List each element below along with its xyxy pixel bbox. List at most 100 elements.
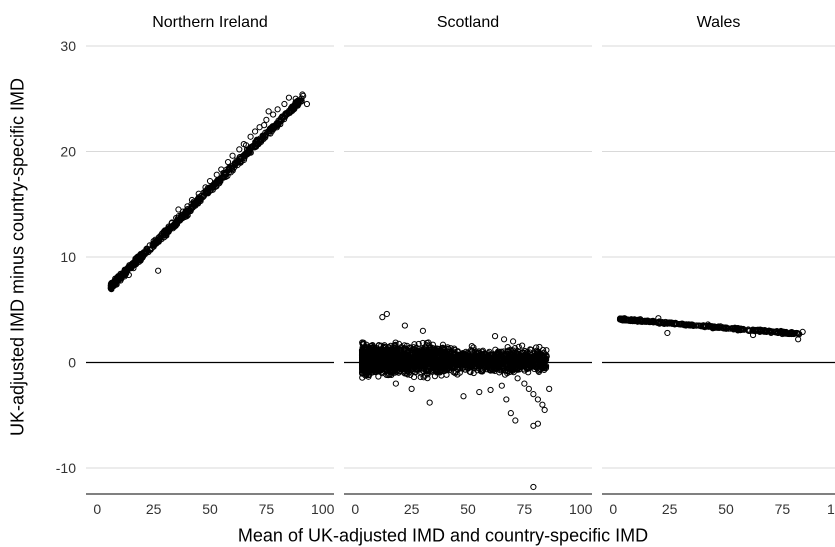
data-point bbox=[443, 371, 450, 378]
data-point bbox=[473, 361, 480, 368]
data-point bbox=[155, 267, 162, 274]
facet-title: Northern Ireland bbox=[152, 14, 268, 31]
data-point bbox=[684, 321, 691, 328]
data-point bbox=[500, 336, 508, 343]
x-tick-label: 0 bbox=[351, 501, 359, 517]
data-point bbox=[464, 354, 472, 361]
data-point bbox=[224, 158, 232, 166]
data-point bbox=[426, 399, 433, 406]
data-point bbox=[423, 351, 430, 358]
data-point bbox=[455, 357, 462, 364]
data-point bbox=[231, 160, 238, 167]
data-point bbox=[206, 177, 214, 185]
data-point bbox=[498, 355, 506, 362]
data-point bbox=[211, 182, 218, 189]
data-point bbox=[412, 369, 419, 376]
data-point bbox=[791, 330, 799, 337]
data-point bbox=[666, 320, 673, 327]
data-point bbox=[392, 369, 399, 376]
point-cloud bbox=[107, 91, 311, 293]
data-point bbox=[413, 363, 420, 370]
x-tick-label: 75 bbox=[259, 501, 275, 517]
data-point bbox=[628, 316, 635, 323]
data-point bbox=[285, 94, 293, 101]
y-tick-label: 0 bbox=[68, 355, 76, 371]
data-point bbox=[259, 132, 267, 140]
data-point bbox=[172, 221, 179, 228]
data-point bbox=[161, 227, 169, 234]
data-point bbox=[525, 385, 532, 392]
x-tick-label: 25 bbox=[404, 501, 420, 517]
data-point bbox=[157, 232, 164, 239]
data-point bbox=[195, 190, 202, 197]
data-point bbox=[476, 388, 483, 396]
data-point bbox=[379, 314, 386, 321]
data-point bbox=[533, 344, 540, 351]
data-point bbox=[254, 137, 261, 145]
data-point bbox=[413, 355, 420, 362]
data-point bbox=[303, 100, 311, 108]
data-point bbox=[168, 220, 175, 227]
x-tick-label: 0 bbox=[93, 501, 101, 517]
data-point bbox=[173, 214, 180, 222]
data-point bbox=[498, 382, 505, 389]
data-point bbox=[261, 122, 268, 129]
data-point bbox=[385, 344, 392, 351]
data-point bbox=[491, 367, 498, 375]
data-point bbox=[378, 366, 385, 373]
data-point bbox=[740, 326, 748, 333]
data-point bbox=[745, 327, 752, 334]
data-point bbox=[737, 326, 744, 333]
data-point bbox=[383, 310, 390, 318]
data-point bbox=[541, 358, 548, 365]
data-point bbox=[436, 367, 443, 374]
data-point bbox=[215, 178, 222, 185]
data-point bbox=[390, 348, 398, 355]
data-point bbox=[404, 371, 411, 378]
x-tick-label: 50 bbox=[718, 501, 734, 517]
data-point bbox=[483, 360, 491, 367]
data-point bbox=[530, 353, 537, 360]
data-point bbox=[132, 257, 139, 264]
data-point bbox=[528, 346, 535, 353]
data-point bbox=[401, 355, 408, 362]
data-point bbox=[286, 109, 293, 116]
data-point bbox=[405, 364, 412, 372]
x-tick-label: 100 bbox=[569, 501, 593, 517]
data-point bbox=[361, 358, 369, 365]
data-point bbox=[526, 355, 534, 362]
data-point bbox=[490, 354, 497, 361]
data-point bbox=[359, 369, 366, 376]
data-point bbox=[188, 196, 196, 204]
x-tick-label: 50 bbox=[460, 501, 476, 517]
data-point bbox=[263, 131, 270, 138]
data-point bbox=[150, 242, 157, 249]
data-point bbox=[218, 166, 225, 173]
data-point bbox=[632, 317, 639, 324]
data-point bbox=[427, 347, 434, 354]
data-point bbox=[373, 358, 380, 365]
data-point bbox=[762, 327, 769, 335]
data-point bbox=[795, 336, 802, 343]
data-point bbox=[197, 195, 205, 203]
data-point bbox=[533, 363, 541, 370]
data-point bbox=[763, 328, 770, 336]
data-point bbox=[616, 316, 624, 323]
data-point bbox=[155, 234, 162, 241]
data-point bbox=[391, 361, 398, 369]
data-point bbox=[374, 357, 381, 364]
data-point bbox=[504, 368, 511, 375]
data-point bbox=[377, 363, 385, 370]
data-point bbox=[247, 133, 254, 140]
data-point bbox=[363, 350, 370, 357]
data-point bbox=[507, 410, 514, 417]
data-point bbox=[251, 128, 259, 135]
data-point bbox=[491, 333, 499, 340]
data-point bbox=[265, 108, 272, 115]
data-point bbox=[621, 315, 628, 322]
data-point bbox=[530, 483, 537, 491]
data-point bbox=[433, 359, 440, 366]
data-point bbox=[512, 417, 519, 424]
data-point bbox=[263, 116, 270, 123]
